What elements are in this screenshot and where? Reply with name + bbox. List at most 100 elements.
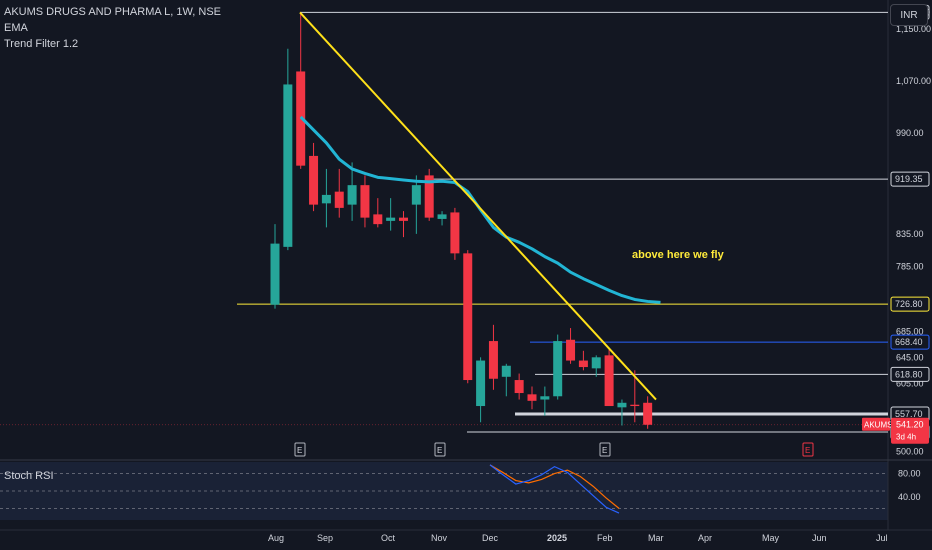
stoch-rsi-label[interactable]: Stoch RSI [4,470,54,482]
candle [476,357,486,423]
level-label-1: 919.35 [895,174,923,184]
candle [553,334,563,400]
candle [424,168,434,221]
candle [386,198,396,231]
candle [514,373,524,400]
symbol-badge [862,417,890,431]
candle [347,162,357,221]
earnings-marker-2 [599,442,611,457]
candle [321,168,331,228]
candle-body [540,396,550,400]
price-tick-3: 835.00 [896,229,924,239]
level-label-5: 557.70 [895,409,923,419]
time-tick-6: Feb [597,533,613,543]
earnings-marker-label-3: E [805,446,810,455]
price-tick-2: 990.00 [896,128,924,138]
candle-body [604,355,614,407]
rsi-tick-1: 40.00 [898,492,921,502]
rsi-tick-0: 80.00 [898,469,921,479]
time-tick-1: Sep [317,533,333,543]
candle [309,142,319,212]
candle-body [450,212,460,254]
time-tick-8: Apr [698,533,712,543]
candle [604,347,614,407]
stoch-rsi-k-line [489,464,620,514]
time-tick-3: Nov [431,533,448,543]
candle-body [347,185,357,205]
price-tick-6: 645.00 [896,352,924,362]
candle [270,224,280,309]
annotation-text: above here we fly [632,249,725,261]
candle [501,363,511,397]
time-tick-10: Jun [812,533,827,543]
level-label-box-1 [890,171,930,187]
candle-body [424,175,434,218]
candle [360,175,370,228]
earnings-marker-label-1: E [437,446,442,455]
candle-body [373,214,383,225]
candle-body [578,360,588,368]
candle [540,386,550,416]
candle-body [643,402,653,425]
candle-body [270,243,280,305]
price-tick-1: 1,070.00 [896,76,931,86]
earnings-marker-0 [294,442,306,457]
candle-body [566,339,576,361]
candle-body [501,365,511,377]
last-price-value: 541.20 [896,420,924,430]
candle-body [437,214,447,219]
level-label-2: 726.80 [895,299,923,309]
symbol-badge-text: AKUMS [864,421,892,430]
candle-body [360,185,370,218]
candle-body [527,394,537,401]
chart-title: AKUMS DRUGS AND PHARMA L, 1W, NSE [4,6,221,18]
candle [373,198,383,228]
candle-body [411,185,421,205]
earnings-marker-3 [802,442,814,457]
indicator-trend-filter-label[interactable]: Trend Filter 1.2 [4,38,79,50]
candle-body [514,380,524,394]
candle-body [617,402,627,408]
candle [411,175,421,234]
earnings-marker-label-2: E [602,446,607,455]
candle [617,399,627,426]
candle [450,207,460,260]
level-label-box-2 [890,296,930,312]
candle-body [334,191,344,208]
candle [334,168,344,218]
level-label-4: 618.80 [895,369,923,379]
candle [488,324,498,390]
candle-body [283,84,293,247]
price-tick-4: 785.00 [896,261,924,271]
candle [566,328,576,364]
candle-body [591,357,601,369]
trendline [299,11,657,401]
candle-body [488,341,498,379]
level-label-box-3 [890,334,930,350]
candle-body [309,155,319,205]
candle-body [463,253,473,381]
candle [437,211,447,226]
price-tick-5: 685.00 [896,326,924,336]
level-label-3: 668.40 [895,337,923,347]
candle [630,370,640,423]
candle [527,386,537,410]
time-tick-5: 2025 [547,533,567,543]
candle-body [399,217,408,221]
bar-countdown: 3d 4h [896,433,916,442]
time-tick-0: Aug [268,533,284,543]
earnings-marker-1 [434,442,446,457]
time-tick-4: Dec [482,533,499,543]
candle [643,396,653,429]
time-tick-11: Jul [876,533,888,543]
indicator-ema-label[interactable]: EMA [4,22,28,34]
last-price-badge [891,417,929,444]
price-tick-8: 500.00 [896,447,924,457]
candle-body [476,360,486,407]
candle-body [553,341,563,397]
candle [463,250,473,384]
candle-body [630,404,640,407]
currency-button[interactable]: INR [890,4,928,26]
price-tick-0: 1,150.00 [896,24,931,34]
